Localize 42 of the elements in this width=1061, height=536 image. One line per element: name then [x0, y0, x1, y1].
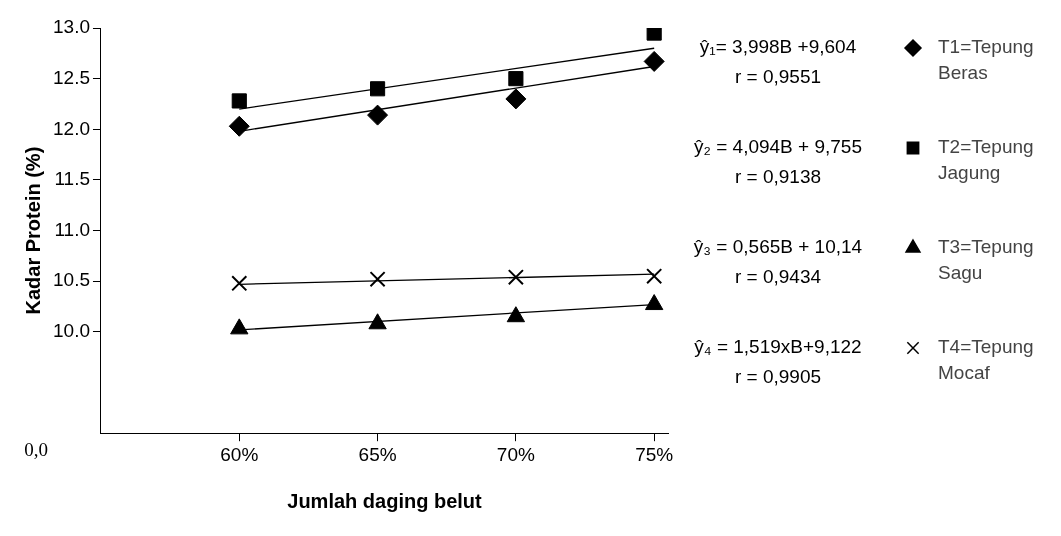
- text: r = 0,9138: [734, 166, 822, 188]
- point: [368, 313, 387, 330]
- text: r = 0,9551: [734, 66, 822, 88]
- point: [643, 50, 665, 72]
- x-tick-label: 60%: [220, 443, 259, 465]
- point: [231, 275, 248, 292]
- y-tick-label: 12.0: [53, 117, 90, 139]
- x-tick-label: 75%: [635, 443, 674, 465]
- point: [230, 318, 249, 335]
- y-tick-label: 11.5: [54, 168, 90, 190]
- text: 0,0: [24, 439, 48, 461]
- text: r = 0,9905: [734, 366, 822, 388]
- point: [506, 306, 526, 323]
- legend-label: T2=Tepung Jagung: [938, 136, 1034, 184]
- text: ŷ₂ = 4,094B + 9,755: [694, 136, 862, 158]
- y-tick-label: 13.0: [53, 16, 90, 38]
- legend-label: T1=Tepung Beras: [938, 36, 1034, 84]
- point: [505, 88, 527, 110]
- point: [507, 269, 524, 286]
- y-tick-label: 11.0: [54, 218, 90, 240]
- x-tick-label: 70%: [496, 443, 535, 465]
- y-tick-label: 10.0: [53, 320, 90, 342]
- text: r = 0,9434: [734, 266, 822, 288]
- legend-label: T4=Tepung Mocaf: [938, 336, 1034, 384]
- text: ŷ₄ = 1,519xB+9,122: [694, 336, 862, 358]
- x-tick-label: 65%: [358, 443, 397, 465]
- y-tick-label: 10.5: [53, 269, 90, 291]
- point: [646, 28, 662, 41]
- y-axis-title: Kadar Protein (%): [21, 146, 44, 315]
- point: [228, 115, 250, 137]
- point: [370, 81, 386, 97]
- point: [646, 268, 663, 285]
- point: [645, 294, 664, 311]
- point: [231, 93, 247, 109]
- text: ŷ₃ = 0,565B + 10,14: [693, 236, 863, 258]
- y-tick-label: 12.5: [53, 66, 90, 88]
- x-axis-title: Jumlah daging belut: [287, 489, 483, 512]
- legend-label: T3=Tepung Sagu: [938, 236, 1034, 284]
- point: [508, 71, 524, 87]
- text: ŷ₁= 3,998B +9,604: [699, 36, 857, 58]
- point: [369, 271, 386, 288]
- point: [367, 104, 389, 126]
